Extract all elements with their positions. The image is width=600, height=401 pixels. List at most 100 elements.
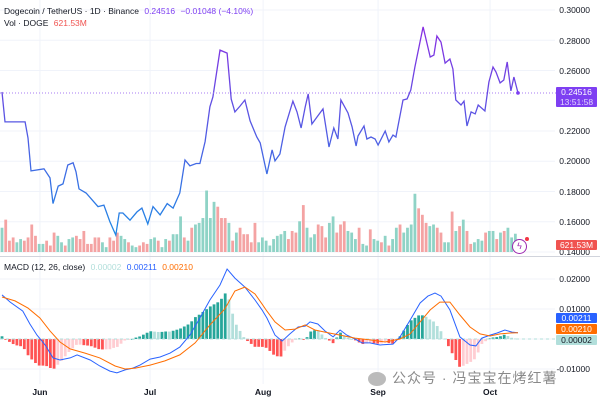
volume-bar xyxy=(56,235,60,252)
price-axis-label: 0.28000 xyxy=(559,36,590,46)
volume-bar xyxy=(420,214,424,252)
time-axis-label: Sep xyxy=(370,387,386,397)
macd-histogram-bar xyxy=(171,330,175,339)
macd-label[interactable]: MACD (12, 26, close) xyxy=(4,262,86,272)
volume-bar xyxy=(104,247,108,252)
macd-histogram-bar xyxy=(108,339,112,350)
macd-histogram-bar xyxy=(45,339,49,367)
volume-bar xyxy=(0,227,4,252)
macd-histogram-bar xyxy=(208,306,212,339)
volume-bar xyxy=(354,239,357,252)
macd-histogram-bar xyxy=(205,309,208,339)
volume-bar xyxy=(342,221,346,252)
volume-bar xyxy=(223,218,227,252)
volume-label[interactable]: Vol · DOGE xyxy=(4,18,49,28)
symbol-title[interactable]: Dogecoin / TetherUS · 1D · Binance xyxy=(4,6,139,16)
volume-bar xyxy=(487,230,491,252)
macd-histogram-bar xyxy=(186,324,190,339)
signal-line xyxy=(1,286,519,370)
macd-histogram-bar xyxy=(238,330,242,339)
macd-histogram-bar xyxy=(22,339,26,350)
signal-value: 0.00210 xyxy=(162,262,193,272)
volume-bar xyxy=(182,237,186,252)
macd-histogram-bar xyxy=(246,339,249,342)
price-tag: 0.24516 13:51:58 xyxy=(556,87,597,107)
macd-histogram-bar xyxy=(476,339,480,353)
macd-histogram-bar xyxy=(268,339,272,351)
lightning-icon[interactable]: ϟ xyxy=(512,237,529,254)
macd-histogram-bar xyxy=(67,339,71,352)
volume-bar xyxy=(208,218,212,252)
macd-axis-label: 0.01000 xyxy=(559,304,590,314)
macd-histogram-bar xyxy=(473,339,476,360)
volume-bar xyxy=(506,227,510,252)
macd-histogram-bar xyxy=(4,339,8,340)
volume-bar xyxy=(458,226,461,252)
volume-bar xyxy=(234,232,238,252)
notification-dot xyxy=(525,237,529,241)
macd-histogram-bar xyxy=(145,332,149,339)
volume-bar xyxy=(473,242,476,252)
macd-histogram-bar xyxy=(264,339,268,348)
volume-bar xyxy=(376,240,380,252)
volume-bar xyxy=(89,243,93,252)
macd-histogram-bar xyxy=(350,338,354,340)
price-tag-value: 0.24516 xyxy=(561,87,592,97)
macd-histogram-bar xyxy=(26,339,30,356)
macd-histogram-bar xyxy=(495,337,499,339)
volume-bar xyxy=(145,243,149,252)
volume-bar xyxy=(194,224,197,252)
price-axis-label: 0.30000 xyxy=(559,5,590,15)
macd-histogram-bar xyxy=(398,336,402,339)
volume-bar xyxy=(48,245,52,252)
macd-histogram-bar xyxy=(30,339,34,360)
volume-bar xyxy=(283,230,287,252)
macd-histogram-bar xyxy=(510,337,514,339)
volume-bar xyxy=(383,235,387,252)
volume-bar xyxy=(331,216,335,252)
macd-histogram-bar xyxy=(0,336,4,339)
volume-bar xyxy=(491,230,495,252)
volume-bar xyxy=(67,239,71,252)
volume-bar xyxy=(115,232,119,252)
volume-bar xyxy=(309,237,313,252)
macd-histogram-bar xyxy=(432,321,435,339)
volume-bar xyxy=(52,232,56,252)
macd-histogram-bar xyxy=(313,330,316,339)
watermark-text: 公众号 · 冯宝宝在烤红薯 xyxy=(392,370,558,386)
macd-histogram-bar xyxy=(287,339,290,347)
time-axis-label: Aug xyxy=(254,387,272,397)
volume-bar xyxy=(339,224,342,252)
volume-bar xyxy=(134,247,138,252)
volume-bar xyxy=(450,211,454,252)
volume-bar xyxy=(499,232,502,252)
volume-bar xyxy=(197,222,201,252)
volume-bar xyxy=(313,234,316,252)
volume-bar xyxy=(316,224,320,252)
signal-tag: 0.00210 xyxy=(556,324,597,334)
volume-bar xyxy=(398,224,402,252)
volume-bar xyxy=(461,219,465,252)
macd-histogram-bar xyxy=(372,339,376,344)
macd-histogram-bar xyxy=(309,331,313,339)
macd-histogram-bar xyxy=(175,329,179,339)
macd-histogram-bar xyxy=(63,339,67,357)
volume-bar xyxy=(443,242,447,252)
price-axis-label: 0.22000 xyxy=(559,126,590,136)
macd-histogram-bar xyxy=(89,339,93,347)
volume-bar xyxy=(186,240,190,252)
macd-histogram-bar xyxy=(469,339,473,362)
volume-bar xyxy=(238,227,242,252)
macd-histogram-bar xyxy=(41,339,45,366)
volume-bars xyxy=(0,190,517,252)
volume-bar xyxy=(138,245,142,252)
macd-histogram-bar xyxy=(447,339,450,347)
macd-histogram-bar xyxy=(182,326,186,339)
volume-bar xyxy=(279,234,283,252)
volume-bar xyxy=(171,234,175,252)
volume-value: 621.53M xyxy=(53,18,87,28)
volume-bar xyxy=(253,222,257,252)
volume-bar xyxy=(63,245,67,252)
volume-bar xyxy=(231,240,235,252)
